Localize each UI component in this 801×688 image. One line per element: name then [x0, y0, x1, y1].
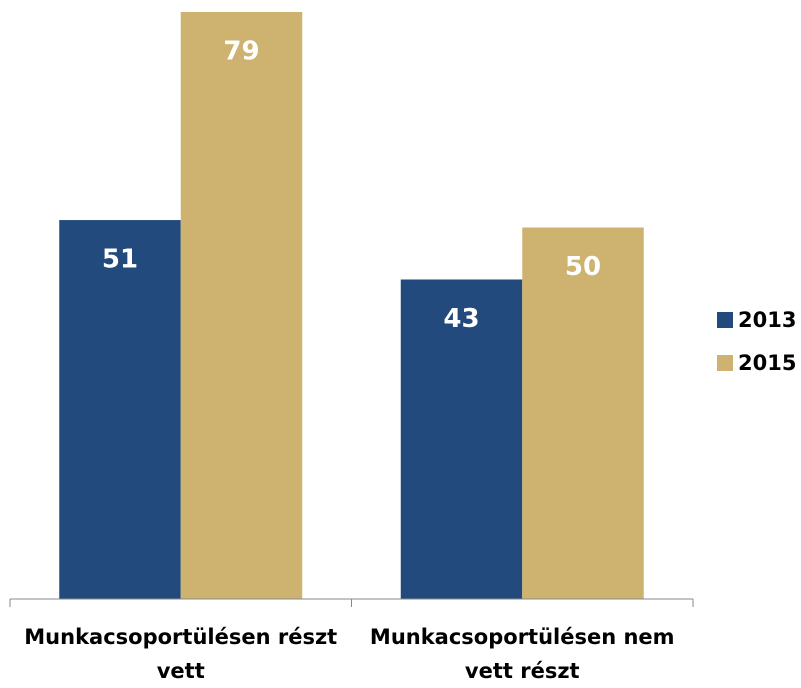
legend-label: 2013: [738, 308, 796, 332]
data-label: 79: [223, 37, 259, 67]
legend-swatch: [717, 355, 733, 371]
legend-swatch: [717, 312, 733, 328]
bar: [400, 279, 523, 599]
data-label: 50: [565, 252, 601, 282]
data-label: 43: [443, 304, 479, 334]
bar: [59, 220, 181, 599]
x-tick-label: Munkacsoportülésen részt vett: [24, 625, 338, 683]
legend-label: 2015: [738, 351, 796, 375]
data-label: 51: [102, 245, 138, 275]
x-tick-label: Munkacsoportülésen nem vett részt: [369, 625, 675, 683]
bar: [180, 12, 303, 599]
bar: [522, 227, 644, 599]
